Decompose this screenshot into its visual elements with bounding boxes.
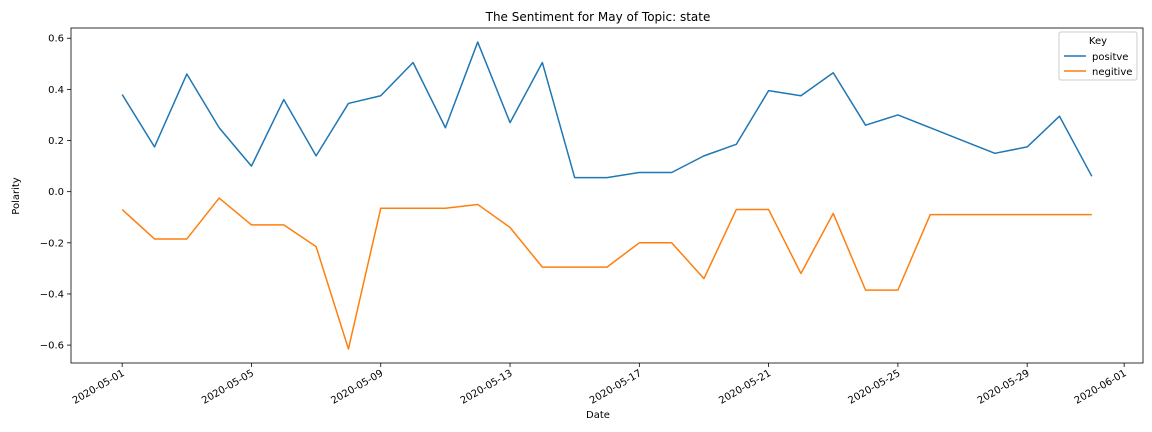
y-axis-ticks: −0.6 −0.4 −0.2 0.0 0.2 0.4 0.6 bbox=[40, 34, 71, 352]
legend-label-positve: positve bbox=[1092, 52, 1128, 63]
y-tick-label: −0.4 bbox=[40, 289, 64, 300]
y-tick-label: −0.2 bbox=[40, 238, 64, 249]
x-axis-ticks: 2020-05-01 2020-05-05 2020-05-09 2020-05-13… bbox=[71, 363, 1129, 407]
legend: Key positve negitive bbox=[1058, 31, 1138, 81]
x-tick-label: 2020-05-29 bbox=[976, 368, 1032, 407]
x-tick-label: 2020-05-25 bbox=[847, 368, 903, 407]
x-tick-label: 2020-05-13 bbox=[459, 368, 515, 407]
y-tick-label: 0.4 bbox=[48, 85, 64, 96]
legend-box bbox=[1058, 31, 1138, 81]
series-line-positve bbox=[121, 41, 1093, 179]
x-tick-label: 2020-05-01 bbox=[71, 368, 127, 407]
y-tick-label: 0.6 bbox=[48, 34, 64, 45]
legend-label-negitive: negitive bbox=[1092, 67, 1132, 78]
x-tick-label: 2020-05-21 bbox=[717, 368, 773, 407]
y-axis-title: Polarity bbox=[11, 177, 22, 215]
y-tick-label: 0.0 bbox=[48, 187, 64, 198]
plot-area bbox=[70, 27, 1144, 364]
x-tick-label: 2020-05-17 bbox=[588, 368, 644, 407]
chart-title: The Sentiment for May of Topic: state bbox=[485, 10, 711, 24]
series-line-negitive bbox=[121, 197, 1092, 350]
y-tick-label: 0.2 bbox=[48, 136, 64, 147]
x-axis-title: Date bbox=[586, 410, 610, 421]
x-tick-label: 2020-05-09 bbox=[329, 368, 385, 407]
series-lines bbox=[121, 41, 1093, 350]
x-tick-label: 2020-05-05 bbox=[200, 368, 256, 407]
x-tick-label: 2020-06-01 bbox=[1073, 368, 1129, 407]
legend-title: Key bbox=[1089, 36, 1107, 47]
y-tick-label: −0.6 bbox=[40, 341, 64, 352]
